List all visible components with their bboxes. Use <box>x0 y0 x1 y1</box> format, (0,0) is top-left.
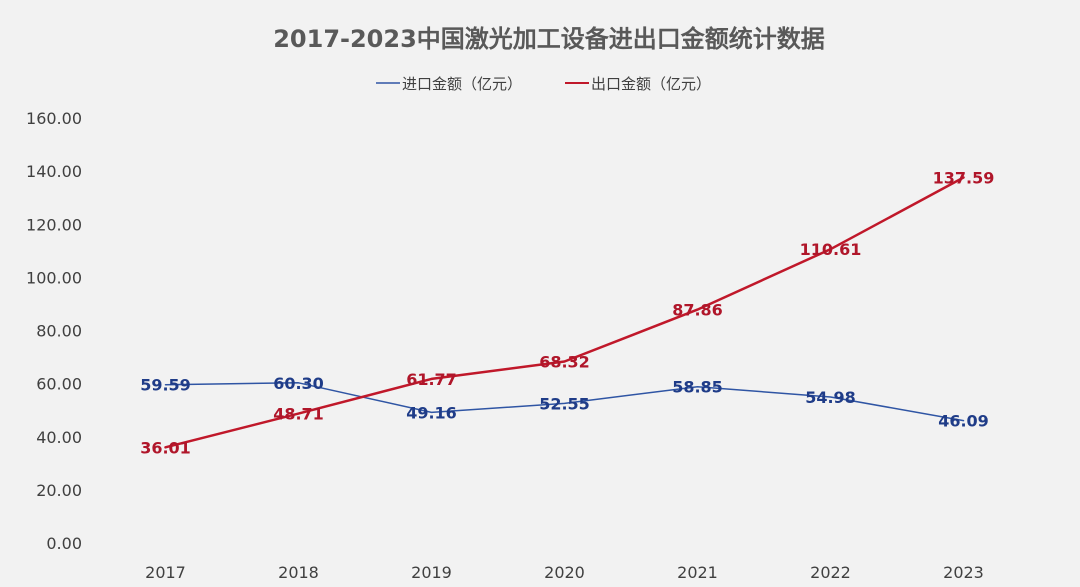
data-label: 61.77 <box>406 370 457 389</box>
x-tick-label: 2021 <box>677 563 718 582</box>
chart-title: 2017-2023中国激光加工设备进出口金额统计数据 <box>273 25 825 53</box>
y-tick-label: 20.00 <box>36 481 82 500</box>
y-axis: 0.00 20.00 40.00 60.00 80.00 100.00 120.00 140.… <box>26 109 82 553</box>
legend: 进口金额（亿元） 出口金额（亿元） <box>376 75 711 93</box>
data-label: 59.59 <box>140 376 191 395</box>
series-line-import <box>164 382 965 422</box>
y-tick-label: 80.00 <box>36 322 82 341</box>
data-label: 46.09 <box>938 412 989 431</box>
series-line-export <box>164 176 965 449</box>
legend-label-import: 进口金额（亿元） <box>402 75 522 93</box>
data-label: 68.32 <box>539 353 590 372</box>
data-label: 60.30 <box>273 374 324 393</box>
data-label: 54.98 <box>805 388 856 407</box>
data-labels: 59.59 60.30 49.16 52.55 58.85 54.98 46.09 36.01… <box>140 169 994 458</box>
data-label: 48.71 <box>273 405 324 424</box>
y-tick-label: 40.00 <box>36 428 82 447</box>
data-label: 36.01 <box>140 438 191 457</box>
data-label: 137.59 <box>933 169 995 188</box>
y-tick-label: 100.00 <box>26 268 82 287</box>
x-tick-label: 2022 <box>810 563 851 582</box>
data-label: 52.55 <box>539 394 590 413</box>
y-tick-label: 140.00 <box>26 162 82 181</box>
data-label: 87.86 <box>672 301 723 320</box>
y-tick-label: 0.00 <box>46 534 82 553</box>
y-tick-label: 60.00 <box>36 375 82 394</box>
x-tick-label: 2018 <box>278 563 319 582</box>
y-tick-label: 160.00 <box>26 109 82 128</box>
x-tick-label: 2017 <box>145 563 186 582</box>
data-label: 49.16 <box>406 403 457 422</box>
data-label: 58.85 <box>672 378 723 397</box>
legend-label-export: 出口金额（亿元） <box>591 75 711 93</box>
x-tick-label: 2019 <box>411 563 452 582</box>
y-tick-label: 120.00 <box>26 215 82 234</box>
x-tick-label: 2023 <box>943 563 984 582</box>
x-tick-label: 2020 <box>544 563 585 582</box>
x-axis: 2017 2018 2019 2020 2021 2022 2023 <box>145 563 984 582</box>
data-label: 110.61 <box>800 240 862 259</box>
series-lines <box>164 176 965 449</box>
